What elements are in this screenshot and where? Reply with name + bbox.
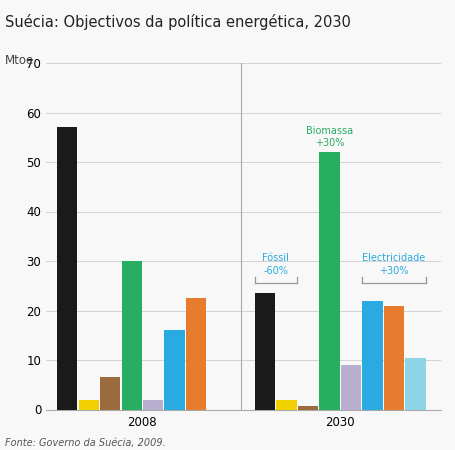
- Bar: [121, 261, 142, 410]
- Bar: [319, 152, 339, 410]
- Bar: [57, 127, 77, 410]
- Text: Fonte: Governo da Suécia, 2009.: Fonte: Governo da Suécia, 2009.: [5, 438, 165, 448]
- Bar: [255, 293, 275, 410]
- Text: Electricidade
+30%: Electricidade +30%: [362, 253, 425, 276]
- Bar: [298, 405, 318, 410]
- Bar: [143, 400, 163, 410]
- Text: Suécia: Objectivos da política energética, 2030: Suécia: Objectivos da política energétic…: [5, 14, 350, 30]
- Bar: [79, 400, 99, 410]
- Bar: [341, 365, 361, 410]
- Bar: [164, 330, 185, 410]
- Text: Mtoe: Mtoe: [5, 54, 34, 67]
- Bar: [186, 298, 206, 410]
- Bar: [362, 301, 383, 410]
- Text: Fóssil
-60%: Fóssil -60%: [263, 253, 289, 276]
- Bar: [384, 306, 404, 410]
- Bar: [405, 357, 425, 410]
- Bar: [277, 400, 297, 410]
- Bar: [100, 377, 120, 410]
- Text: Biomassa
+30%: Biomassa +30%: [306, 126, 353, 148]
